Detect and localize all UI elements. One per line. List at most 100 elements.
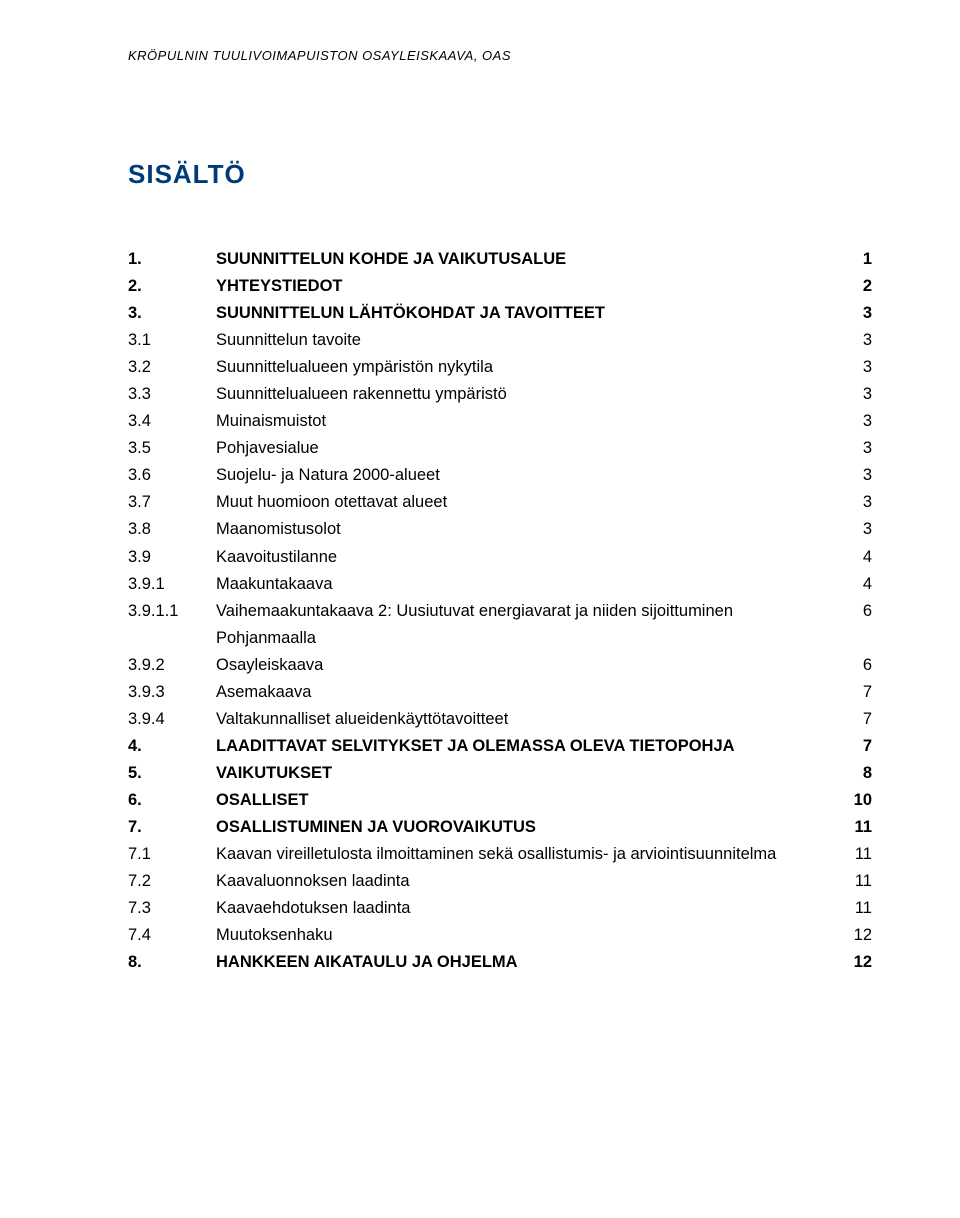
toc-entry-title: Suojelu- ja Natura 2000-alueet: [216, 462, 836, 489]
toc-entry-title: Kaavaehdotuksen laadinta: [216, 895, 836, 922]
toc-entry-page: 4: [836, 544, 872, 571]
toc-entry-title: Valtakunnalliset alueidenkäyttötavoittee…: [216, 706, 836, 733]
toc-entry-title: Vaihemaakuntakaava 2: Uusiutuvat energia…: [216, 598, 836, 652]
toc-entry-number: 3.3: [128, 381, 216, 408]
toc-row: 8.HANKKEEN AIKATAULU JA OHJELMA12: [128, 949, 872, 976]
toc-row: 7.4Muutoksenhaku12: [128, 922, 872, 949]
toc-entry-title: Suunnittelualueen ympäristön nykytila: [216, 354, 836, 381]
toc-entry-number: 2.: [128, 273, 216, 300]
toc-entry-title: Suunnittelun tavoite: [216, 327, 836, 354]
toc-row: 3.5Pohjavesialue3: [128, 435, 872, 462]
toc-entry-title: Suunnittelualueen rakennettu ympäristö: [216, 381, 836, 408]
toc-entry-title: LAADITTAVAT SELVITYKSET JA OLEMASSA OLEV…: [216, 733, 836, 760]
toc-row: 7.OSALLISTUMINEN JA VUOROVAIKUTUS11: [128, 814, 872, 841]
toc-entry-title: Pohjavesialue: [216, 435, 836, 462]
toc-entry-title: Muut huomioon otettavat alueet: [216, 489, 836, 516]
toc-entry-title: Osayleiskaava: [216, 652, 836, 679]
toc-entry-page: 11: [836, 841, 872, 868]
toc-entry-number: 7.: [128, 814, 216, 841]
toc-entry-page: 3: [836, 435, 872, 462]
toc-entry-number: 3.9.2: [128, 652, 216, 679]
toc-entry-page: 12: [836, 922, 872, 949]
toc-row: 3.9.1Maakuntakaava4: [128, 571, 872, 598]
toc-entry-title: Maakuntakaava: [216, 571, 836, 598]
toc-entry-page: 6: [836, 652, 872, 679]
toc-entry-title: VAIKUTUKSET: [216, 760, 836, 787]
toc-entry-page: 3: [836, 489, 872, 516]
toc-row: 3.7Muut huomioon otettavat alueet3: [128, 489, 872, 516]
toc-row: 3.6Suojelu- ja Natura 2000-alueet3: [128, 462, 872, 489]
toc-row: 7.2Kaavaluonnoksen laadinta11: [128, 868, 872, 895]
toc-entry-number: 3.2: [128, 354, 216, 381]
toc-row: 3.3Suunnittelualueen rakennettu ympärist…: [128, 381, 872, 408]
toc-row: 3.9.2Osayleiskaava6: [128, 652, 872, 679]
toc-entry-title: HANKKEEN AIKATAULU JA OHJELMA: [216, 949, 836, 976]
toc-entry-number: 7.1: [128, 841, 216, 868]
toc-entry-number: 3.1: [128, 327, 216, 354]
toc-row: 3.9Kaavoitustilanne4: [128, 544, 872, 571]
toc-entry-title: OSALLISTUMINEN JA VUOROVAIKUTUS: [216, 814, 836, 841]
toc-row: 1.SUUNNITTELUN KOHDE JA VAIKUTUSALUE1: [128, 246, 872, 273]
toc-row: 3.1Suunnittelun tavoite3: [128, 327, 872, 354]
document-header: KRÖPULNIN TUULIVOIMAPUISTON OSAYLEISKAAV…: [128, 48, 872, 63]
toc-entry-number: 7.4: [128, 922, 216, 949]
toc-row: 3.2Suunnittelualueen ympäristön nykytila…: [128, 354, 872, 381]
toc-entry-number: 8.: [128, 949, 216, 976]
toc-entry-title: Maanomistusolot: [216, 516, 836, 543]
toc-entry-number: 4.: [128, 733, 216, 760]
toc-entry-number: 7.2: [128, 868, 216, 895]
toc-row: 3.9.3Asemakaava7: [128, 679, 872, 706]
toc-entry-page: 7: [836, 679, 872, 706]
toc-entry-page: 3: [836, 516, 872, 543]
toc-row: 3.9.4Valtakunnalliset alueidenkäyttötavo…: [128, 706, 872, 733]
toc-entry-title: SUUNNITTELUN LÄHTÖKOHDAT JA TAVOITTEET: [216, 300, 836, 327]
toc-entry-title: Muinaismuistot: [216, 408, 836, 435]
toc-entry-page: 2: [836, 273, 872, 300]
toc-entry-page: 12: [836, 949, 872, 976]
toc-entry-title: Kaavoitustilanne: [216, 544, 836, 571]
toc-row: 5.VAIKUTUKSET8: [128, 760, 872, 787]
toc-row: 6.OSALLISET10: [128, 787, 872, 814]
toc-entry-number: 3.8: [128, 516, 216, 543]
toc-entry-title: SUUNNITTELUN KOHDE JA VAIKUTUSALUE: [216, 246, 836, 273]
toc-entry-page: 7: [836, 706, 872, 733]
toc-entry-page: 11: [836, 814, 872, 841]
toc-entry-page: 3: [836, 381, 872, 408]
toc-entry-title: Kaavaluonnoksen laadinta: [216, 868, 836, 895]
toc-entry-number: 3.9.1.1: [128, 598, 216, 625]
toc-row: 3.SUUNNITTELUN LÄHTÖKOHDAT JA TAVOITTEET…: [128, 300, 872, 327]
toc-row: 3.9.1.1Vaihemaakuntakaava 2: Uusiutuvat …: [128, 598, 872, 652]
toc-entry-number: 3.9.4: [128, 706, 216, 733]
toc-entry-title: OSALLISET: [216, 787, 836, 814]
toc-row: 3.4Muinaismuistot3: [128, 408, 872, 435]
toc-entry-page: 3: [836, 462, 872, 489]
toc-entry-page: 3: [836, 408, 872, 435]
table-of-contents: 1.SUUNNITTELUN KOHDE JA VAIKUTUSALUE12.Y…: [128, 246, 872, 976]
toc-entry-number: 3.9.3: [128, 679, 216, 706]
toc-entry-number: 3.: [128, 300, 216, 327]
toc-entry-number: 3.4: [128, 408, 216, 435]
toc-entry-title: YHTEYSTIEDOT: [216, 273, 836, 300]
toc-entry-page: 3: [836, 300, 872, 327]
toc-entry-page: 11: [836, 895, 872, 922]
toc-entry-title: Asemakaava: [216, 679, 836, 706]
toc-entry-number: 7.3: [128, 895, 216, 922]
toc-entry-number: 3.7: [128, 489, 216, 516]
toc-entry-page: 6: [836, 598, 872, 625]
toc-entry-number: 3.9.1: [128, 571, 216, 598]
toc-entry-page: 1: [836, 246, 872, 273]
toc-entry-number: 3.9: [128, 544, 216, 571]
toc-entry-page: 11: [836, 868, 872, 895]
document-page: KRÖPULNIN TUULIVOIMAPUISTON OSAYLEISKAAV…: [0, 0, 960, 1218]
toc-entry-number: 6.: [128, 787, 216, 814]
toc-entry-number: 3.5: [128, 435, 216, 462]
toc-entry-number: 3.6: [128, 462, 216, 489]
toc-entry-page: 3: [836, 327, 872, 354]
toc-entry-title: Muutoksenhaku: [216, 922, 836, 949]
toc-entry-page: 8: [836, 760, 872, 787]
toc-entry-page: 10: [836, 787, 872, 814]
toc-row: 4.LAADITTAVAT SELVITYKSET JA OLEMASSA OL…: [128, 733, 872, 760]
toc-row: 7.1Kaavan vireilletulosta ilmoittaminen …: [128, 841, 872, 868]
page-title: SISÄLTÖ: [128, 159, 872, 190]
toc-entry-number: 1.: [128, 246, 216, 273]
